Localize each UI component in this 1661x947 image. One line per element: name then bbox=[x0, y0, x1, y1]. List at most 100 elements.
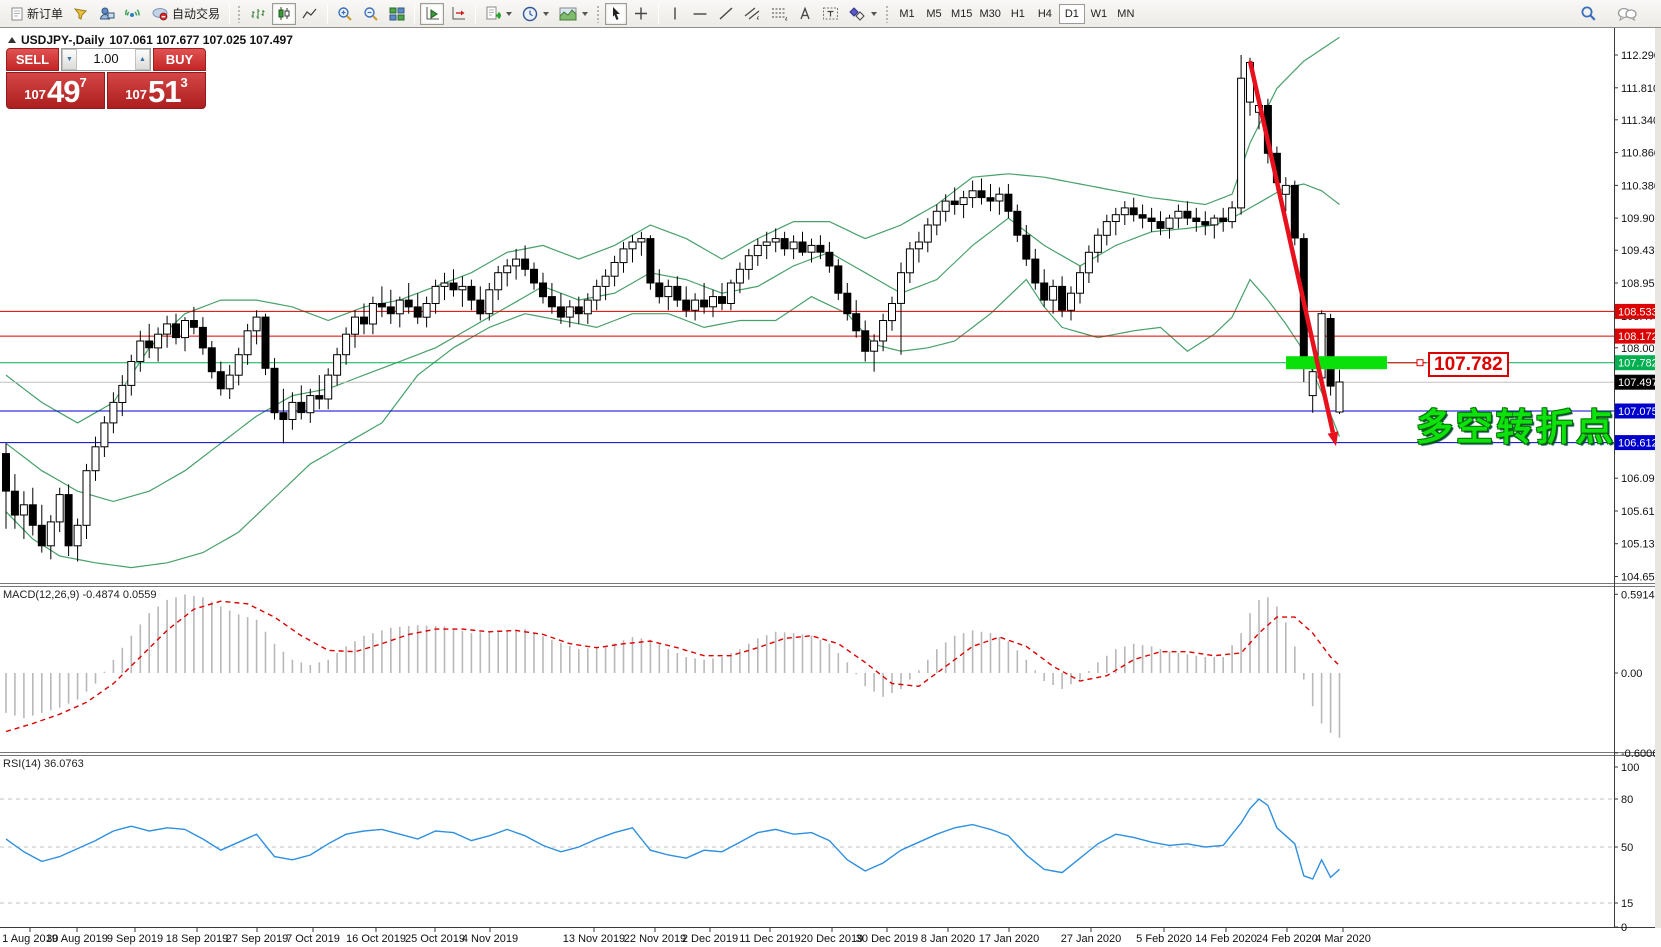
price-tick-label: 104.650 bbox=[1621, 572, 1661, 584]
timeframe-button-m30[interactable]: M30 bbox=[979, 7, 1001, 20]
text-label-icon bbox=[823, 7, 839, 20]
trend-arrow bbox=[1247, 60, 1339, 447]
horizontal-line-button[interactable] bbox=[688, 3, 712, 25]
volume-increase-button[interactable]: ▲ bbox=[135, 49, 150, 70]
text-icon bbox=[800, 6, 810, 20]
timeframe-button-d1[interactable]: D1 bbox=[1058, 3, 1085, 24]
buy-price-main: 51 bbox=[147, 74, 181, 109]
bar-chart-button[interactable] bbox=[246, 3, 270, 25]
volume-value[interactable]: 1.00 bbox=[93, 51, 119, 66]
timeframe-button-m15[interactable]: M15 bbox=[951, 7, 973, 20]
toolbar-drag-handle bbox=[885, 4, 891, 23]
price-tag-label: 108.172 bbox=[1618, 331, 1658, 343]
autotrading-button[interactable]: 自动交易 bbox=[147, 3, 224, 25]
rsi-scale-label: 80 bbox=[1621, 794, 1633, 806]
search-icon bbox=[1581, 6, 1596, 21]
rsi-panel[interactable]: 100 80 50 15 0 bbox=[0, 762, 1639, 934]
indicators-icon bbox=[486, 6, 502, 20]
price-tick-label: 108.000 bbox=[1621, 343, 1661, 355]
timeframe-button-w1[interactable]: W1 bbox=[1090, 7, 1108, 20]
date-tick-label: 27 Jan 2020 bbox=[1061, 933, 1122, 945]
buy-button[interactable]: BUY bbox=[153, 48, 206, 71]
price-tick-label: 108.950 bbox=[1621, 278, 1661, 290]
panel-separators[interactable] bbox=[0, 583, 1661, 756]
rsi-name: RSI(14) bbox=[3, 758, 41, 770]
chart-shift-button[interactable] bbox=[446, 3, 470, 25]
timeframe-button-mn[interactable]: MN bbox=[1117, 7, 1135, 20]
horizontal-levels[interactable] bbox=[0, 310, 1614, 444]
price-tick-label: 111.340 bbox=[1621, 115, 1659, 127]
date-tick-label: 13 Nov 2019 bbox=[563, 933, 625, 945]
timeframe-button-m5[interactable]: M5 bbox=[926, 7, 942, 20]
buy-price-display[interactable]: 107 51 3 bbox=[107, 72, 206, 109]
toolbar-separator bbox=[658, 3, 660, 24]
vertical-line-button[interactable] bbox=[664, 3, 686, 25]
date-tick-label: 14 Feb 2020 bbox=[1195, 933, 1257, 945]
vertical-line-icon bbox=[674, 7, 676, 20]
timeframe-button-h4[interactable]: H4 bbox=[1037, 7, 1052, 20]
trendline-button[interactable] bbox=[714, 3, 738, 25]
date-tick-label: 18 Sep 2019 bbox=[166, 933, 228, 945]
date-tick-label: 30 Dec 2019 bbox=[856, 933, 918, 945]
profile-button[interactable] bbox=[95, 3, 119, 25]
new-order-button[interactable]: 新订单 bbox=[6, 3, 67, 25]
volume-stepper[interactable]: ▼ 1.00 ▲ bbox=[61, 48, 151, 71]
profile-icon bbox=[100, 7, 115, 20]
toolbar-drag-handle bbox=[237, 4, 243, 23]
indicators-button[interactable] bbox=[481, 3, 516, 25]
chat-button[interactable] bbox=[1613, 3, 1641, 25]
date-tick-label: 2 Dec 2019 bbox=[682, 933, 738, 945]
price-annotation-box: 107.782 bbox=[1428, 351, 1509, 377]
candles-layer[interactable] bbox=[2, 55, 1344, 562]
candlestick-chart-button[interactable] bbox=[272, 2, 297, 25]
trendline-icon bbox=[719, 7, 733, 20]
fibonacci-button[interactable] bbox=[767, 3, 792, 25]
tile-windows-button[interactable] bbox=[385, 3, 409, 25]
price-tick-label: 109.430 bbox=[1621, 245, 1661, 257]
timeframe-button-h1[interactable]: H1 bbox=[1010, 7, 1025, 20]
macd-name: MACD(12,26,9) bbox=[3, 589, 80, 601]
chat-icon bbox=[1617, 7, 1637, 21]
date-tick-label: 1 Aug 2019 bbox=[2, 933, 58, 945]
shapes-icon bbox=[849, 7, 865, 21]
rsi-line bbox=[5, 798, 1340, 880]
price-tick-label: 110.860 bbox=[1621, 148, 1660, 160]
candlestick-chart-icon bbox=[278, 7, 290, 20]
zoom-out-button[interactable] bbox=[359, 3, 383, 25]
line-chart-button[interactable] bbox=[298, 3, 322, 25]
cursor-button[interactable] bbox=[605, 2, 628, 25]
chart-symbol-period: USDJPY-,Daily bbox=[21, 33, 105, 47]
price-tags: 108.533 108.172 107.782 107.497 107.075 106.6… bbox=[1615, 303, 1661, 451]
macd-panel[interactable]: 0.5914 0.00 -0.6006 bbox=[5, 589, 1658, 760]
rsi-scale-label: 0 bbox=[1621, 922, 1627, 934]
date-tick-label: 22 Nov 2019 bbox=[624, 933, 686, 945]
bollinger-lower-band bbox=[5, 278, 1341, 569]
volume-decrease-button[interactable]: ▼ bbox=[62, 49, 77, 70]
funnel-button[interactable] bbox=[69, 3, 93, 25]
search-button[interactable] bbox=[1576, 3, 1601, 25]
zoom-in-button[interactable] bbox=[333, 3, 357, 25]
auto-scroll-button[interactable] bbox=[420, 2, 445, 25]
signals-button[interactable] bbox=[121, 3, 145, 25]
sell-button[interactable]: SELL bbox=[6, 48, 59, 71]
toolbar: 新订单 自动交易 bbox=[0, 0, 1661, 28]
text-button[interactable] bbox=[794, 3, 816, 25]
equidistant-channel-button[interactable] bbox=[740, 3, 765, 25]
sell-price-display[interactable]: 107 49 7 bbox=[6, 72, 105, 109]
crosshair-button[interactable] bbox=[629, 3, 653, 25]
date-tick-label: 30 Aug 2019 bbox=[46, 933, 108, 945]
price-tick-label: 112.290 bbox=[1621, 50, 1660, 62]
toolbar-separator bbox=[414, 3, 416, 24]
templates-button[interactable] bbox=[555, 3, 592, 25]
periods-button[interactable] bbox=[518, 3, 553, 25]
funnel-icon bbox=[73, 8, 88, 20]
shapes-button[interactable] bbox=[845, 3, 881, 25]
dropdown-caret-icon bbox=[582, 11, 589, 16]
dropdown-caret-icon bbox=[871, 11, 878, 16]
buy-price-pips: 3 bbox=[180, 75, 188, 90]
text-label-button[interactable] bbox=[818, 3, 843, 25]
price-tag-label: 108.533 bbox=[1618, 306, 1658, 318]
timeframe-button-m1[interactable]: M1 bbox=[899, 7, 915, 20]
